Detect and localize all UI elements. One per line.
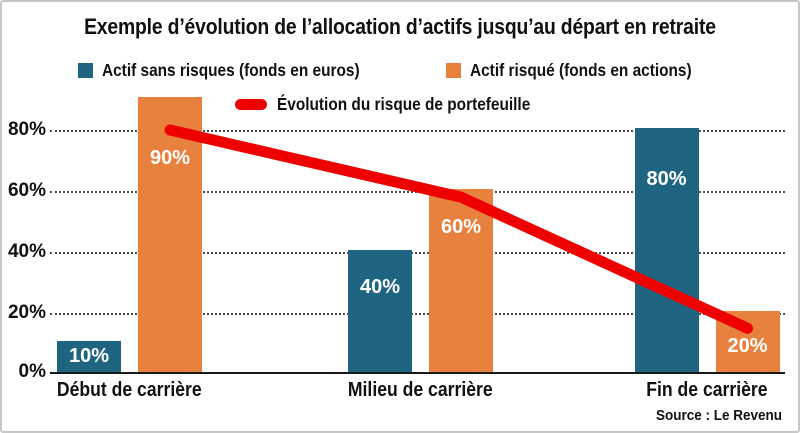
y-tick-20: 20% — [7, 302, 46, 323]
plot-area: 10% 90% 40% 60% 80% 20% — [50, 69, 785, 374]
y-tick-60: 60% — [7, 180, 46, 201]
legend-item-risky: Actif risqué (fonds en actions) — [446, 60, 722, 81]
bar-safe-milieu: 40% — [348, 249, 412, 372]
y-tick-40: 40% — [7, 241, 46, 262]
bar-risky-debut: 90% — [138, 97, 202, 372]
legend-label-risky: Actif risqué (fonds en actions) — [470, 60, 693, 80]
x-label-fin: Fin de carrière — [557, 378, 798, 402]
chart-title: Exemple d’évolution de l’allocation d’ac… — [2, 14, 798, 40]
legend-line-swatch — [235, 99, 268, 110]
bar-risky-milieu: 60% — [429, 188, 493, 372]
bar-value-label: 20% — [727, 334, 768, 357]
x-label-text: Début de carrière — [57, 379, 202, 401]
legend-swatch-risky — [446, 63, 462, 78]
legend-label-line: Évolution du risque de portefeuille — [277, 94, 531, 114]
bar-risky-fin: 20% — [715, 310, 780, 372]
legend-line-row: Évolution du risque de portefeuille — [2, 94, 798, 115]
legend: Actif sans risques (fonds en euros) Acti… — [2, 60, 798, 81]
source-credit: Source : Le Revenu — [642, 407, 782, 424]
x-label-milieu: Milieu de carrière — [271, 378, 571, 402]
legend-label-safe: Actif sans risques (fonds en euros) — [101, 60, 360, 80]
x-label-debut: Début de carrière — [2, 378, 280, 402]
x-label-text: Milieu de carrière — [348, 379, 493, 401]
bar-safe-fin: 80% — [634, 127, 699, 372]
bar-value-label: 40% — [359, 275, 401, 298]
bar-safe-debut: 10% — [57, 341, 121, 372]
source-text: Source : Le Revenu — [655, 407, 782, 424]
x-axis-line — [50, 371, 785, 374]
legend-item-safe: Actif sans risques (fonds en euros) — [77, 60, 395, 81]
bar-value-label: 90% — [149, 147, 191, 169]
y-tick-0: 0% — [18, 361, 46, 382]
bar-value-label: 80% — [646, 167, 687, 190]
bar-value-label: 10% — [68, 345, 110, 367]
x-label-text: Fin de carrière — [646, 379, 768, 401]
y-tick-80: 80% — [7, 119, 46, 140]
bar-value-label: 60% — [440, 215, 482, 238]
chart-title-text: Exemple d’évolution de l’allocation d’ac… — [84, 14, 716, 39]
legend-swatch-safe — [77, 63, 93, 78]
